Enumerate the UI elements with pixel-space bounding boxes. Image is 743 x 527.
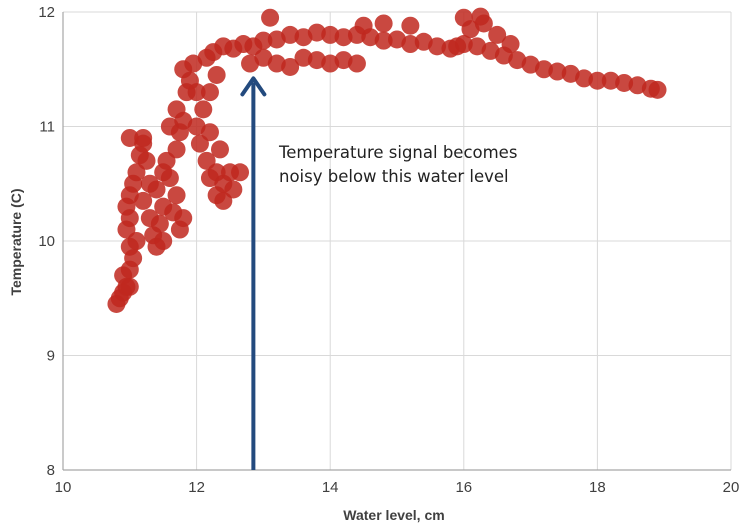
x-tick-label: 18 xyxy=(589,479,606,496)
data-point xyxy=(194,100,213,119)
data-point xyxy=(150,214,169,233)
data-point xyxy=(160,169,179,188)
x-tick-label: 10 xyxy=(55,479,72,496)
data-point xyxy=(334,28,353,47)
data-point xyxy=(281,57,300,76)
x-tick-labels: 10 12 14 16 18 20 xyxy=(55,479,740,496)
data-point xyxy=(374,14,393,33)
data-point xyxy=(354,16,373,35)
data-point xyxy=(575,69,594,88)
data-point xyxy=(167,186,186,205)
data-point xyxy=(160,117,179,136)
data-point xyxy=(307,23,326,42)
data-point xyxy=(147,180,166,199)
data-point xyxy=(174,209,193,228)
annotation-line-2: noisy below this water level xyxy=(279,167,509,186)
x-axis-title: Water level, cm xyxy=(343,507,444,523)
data-point xyxy=(448,37,467,56)
data-point xyxy=(374,31,393,50)
data-point xyxy=(534,60,553,79)
data-point xyxy=(134,191,153,210)
y-tick-labels: 8 9 10 11 12 xyxy=(38,4,55,479)
annotation-arrow xyxy=(240,76,267,470)
data-point xyxy=(588,71,607,90)
gridlines xyxy=(63,11,732,470)
data-point xyxy=(210,140,229,159)
data-point xyxy=(601,71,620,90)
data-point xyxy=(134,128,153,147)
arrow-head xyxy=(240,76,267,97)
y-tick-label: 10 xyxy=(38,233,55,250)
data-point xyxy=(548,62,567,81)
data-point xyxy=(401,16,420,35)
data-point xyxy=(294,48,313,67)
data-point xyxy=(167,140,186,159)
data-point xyxy=(471,7,490,26)
data-point xyxy=(347,54,366,73)
data-point xyxy=(167,100,186,119)
y-axis-title: Temperature (C) xyxy=(8,188,24,295)
y-tick-label: 12 xyxy=(38,4,55,21)
data-point xyxy=(501,35,520,54)
data-point xyxy=(261,8,280,27)
data-point xyxy=(137,151,156,170)
data-point xyxy=(648,80,667,99)
data-point xyxy=(254,31,273,50)
data-point xyxy=(488,25,507,44)
data-point xyxy=(120,128,139,147)
annotation-line-1: Temperature signal becomes xyxy=(278,143,517,162)
data-point xyxy=(221,163,239,182)
data-point xyxy=(154,232,173,250)
data-point xyxy=(187,83,206,102)
x-tick-label: 16 xyxy=(455,479,472,496)
data-points xyxy=(107,7,667,313)
data-point xyxy=(321,25,340,44)
data-point xyxy=(615,73,634,92)
data-point xyxy=(200,83,219,102)
data-point xyxy=(454,8,473,27)
y-tick-label: 8 xyxy=(47,462,55,479)
y-tick-label: 11 xyxy=(39,119,55,136)
axes xyxy=(62,12,731,471)
data-point xyxy=(200,123,219,142)
data-point xyxy=(401,35,420,54)
x-tick-label: 12 xyxy=(188,479,205,496)
data-point xyxy=(428,37,447,56)
y-tick-label: 9 xyxy=(47,348,55,365)
data-point xyxy=(207,65,226,84)
data-point xyxy=(281,25,300,44)
x-tick-label: 20 xyxy=(723,479,740,496)
x-tick-label: 14 xyxy=(322,479,339,496)
